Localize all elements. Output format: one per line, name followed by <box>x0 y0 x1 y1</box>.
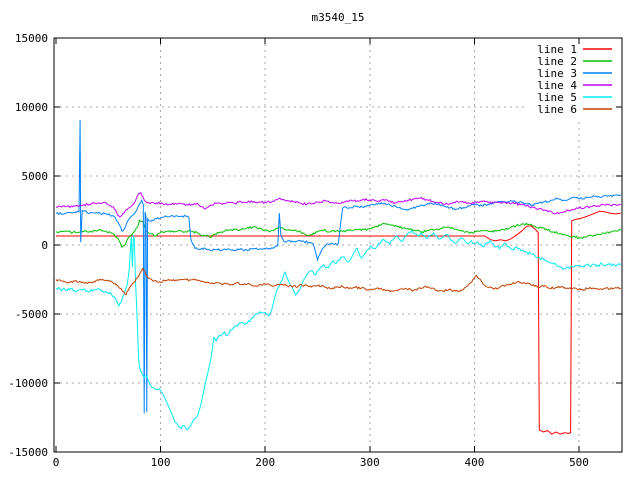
grid-layer <box>54 38 622 452</box>
x-tick-label-400: 400 <box>464 456 484 469</box>
y-tick-label-0: 0 <box>41 239 48 252</box>
x-tick-label-0: 0 <box>53 456 60 469</box>
x-tick-label-500: 500 <box>569 456 589 469</box>
y-tick-label--5000: -5000 <box>15 308 48 321</box>
x-tick-label-100: 100 <box>151 456 171 469</box>
legend-label-6: line 6 <box>537 103 577 116</box>
legend-label-2: line 2 <box>537 55 577 68</box>
plot-frame <box>53 37 623 453</box>
legend-background <box>528 39 621 119</box>
y-tick-label-15000: 15000 <box>15 32 48 45</box>
series-line-3 <box>55 119 622 414</box>
series-line-4 <box>55 191 622 218</box>
series-layer <box>55 119 622 435</box>
legend-label-1: line 1 <box>537 43 577 56</box>
x-tick-label-200: 200 <box>255 456 275 469</box>
y-tick-label-5000: 5000 <box>22 170 49 183</box>
series-line-2 <box>55 219 622 248</box>
axis-labels: 0 100 200 300 400 500 15000 10000 5000 0 -5000 -100… <box>8 32 589 469</box>
chart-title: m3540_15 <box>312 11 365 24</box>
y-tick-label-10000: 10000 <box>15 101 48 114</box>
legend-label-4: line 4 <box>537 79 577 92</box>
y-tick-label--15000: -15000 <box>8 446 48 459</box>
series-line-6 <box>55 267 621 296</box>
y-tick-label--10000: -10000 <box>8 377 48 390</box>
legend-label-3: line 3 <box>537 67 577 80</box>
series-line-1 <box>56 210 621 435</box>
series-line-5 <box>55 229 622 431</box>
legend-label-5: line 5 <box>537 91 577 104</box>
x-tick-label-300: 300 <box>360 456 380 469</box>
